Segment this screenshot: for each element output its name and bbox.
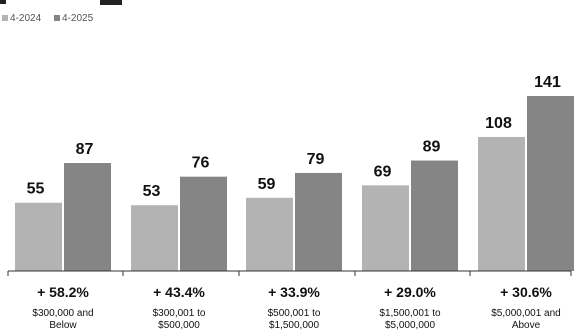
bar-4-2024-2	[131, 205, 178, 271]
bar-4-2024-1	[15, 202, 62, 271]
legend-label-4-2024: 4-2024	[10, 13, 42, 24]
value-label-4-2024-1: 55	[27, 181, 45, 198]
bar-4-2025-3	[295, 172, 342, 271]
change-label-4: + 29.0%	[384, 284, 436, 300]
labels-layer: 55 87 53 76 59 79 69 89 108 141	[27, 74, 561, 200]
legend-swatch-4-2024	[2, 15, 8, 21]
legend-swatch-4-2025	[54, 15, 60, 21]
bar-4-2024-3	[246, 197, 293, 271]
value-label-4-2025-1: 87	[76, 141, 94, 158]
category-label-1-line-2: Below	[49, 320, 77, 331]
change-label-2: + 43.4%	[153, 284, 205, 300]
value-label-4-2024-3: 59	[258, 176, 276, 193]
value-label-4-2025-5: 141	[534, 74, 561, 91]
legend-label-4-2025: 4-2025	[62, 13, 94, 24]
bar-4-2024-4	[362, 185, 409, 271]
value-label-4-2024-5: 108	[485, 115, 512, 132]
category-label-5-line-1: $5,000,001 and	[491, 308, 561, 319]
legend: 4-2024 4-2025	[2, 13, 94, 24]
change-label-1: + 58.2%	[37, 284, 89, 300]
category-label-3-line-1: $500,001 to	[268, 308, 321, 319]
category-label-5-line-2: Above	[512, 320, 541, 331]
category-label-3-line-2: $1,500,000	[269, 320, 319, 331]
category-label-1-line-1: $300,000 and	[32, 308, 93, 319]
ticks-layer	[7, 271, 572, 276]
value-label-4-2024-4: 69	[374, 163, 392, 180]
change-label-5: + 30.6%	[500, 284, 552, 300]
change-label-3: + 33.9%	[268, 284, 320, 300]
title-fragment-mark	[0, 0, 6, 4]
value-label-4-2025-2: 76	[192, 155, 210, 172]
value-label-4-2025-4: 89	[423, 139, 441, 156]
bar-4-2025-5	[527, 96, 574, 271]
bar-4-2024-5	[478, 136, 525, 271]
category-label-4-line-1: $1,500,001 to	[379, 308, 441, 319]
category-label-2-line-1: $300,001 to	[153, 308, 206, 319]
value-label-4-2025-3: 79	[307, 151, 325, 168]
category-label-4-line-2: $5,000,000	[385, 320, 435, 331]
bar-4-2025-1	[64, 163, 111, 271]
category-label-2-line-2: $500,000	[158, 320, 200, 331]
bars-layer	[15, 96, 574, 271]
value-label-4-2024-2: 53	[143, 183, 161, 200]
title-fragment-mark	[100, 0, 122, 5]
bar-4-2025-4	[411, 160, 458, 271]
bar-4-2025-2	[180, 176, 227, 271]
